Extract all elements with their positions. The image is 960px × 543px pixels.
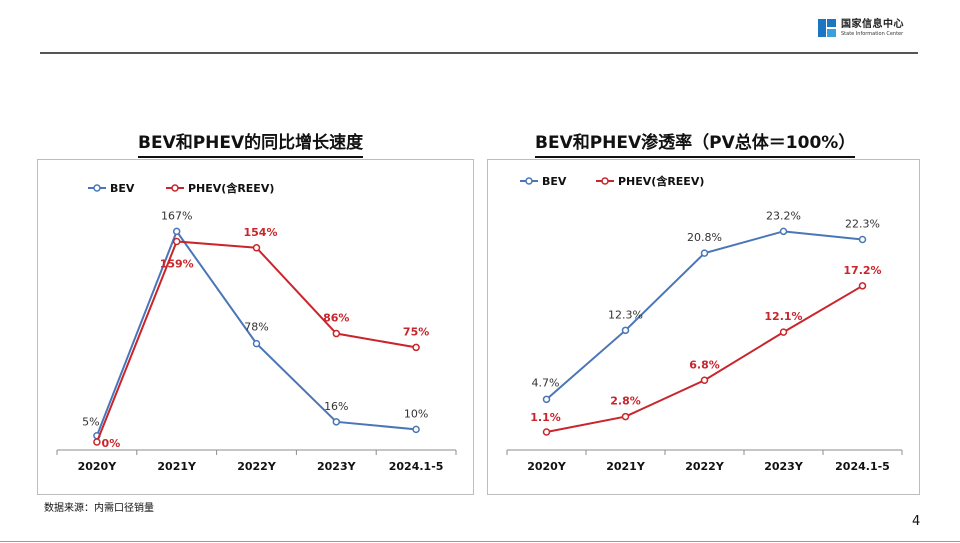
legend-label: BEV xyxy=(542,175,567,188)
logo-english-name: State Information Center xyxy=(841,30,904,37)
data-label: 23.2% xyxy=(766,209,801,222)
data-point xyxy=(542,428,551,436)
data-point xyxy=(332,418,341,426)
data-point xyxy=(412,343,420,352)
data-point xyxy=(779,328,788,336)
legend-label: PHEV(含REEV) xyxy=(618,174,704,188)
data-label: 2.8% xyxy=(610,395,641,408)
x-tick-label: 2023Y xyxy=(764,460,804,473)
x-tick-label: 2020Y xyxy=(78,460,118,473)
growth-chart-title: BEV和PHEV的同比增长速度 xyxy=(138,128,364,158)
data-label: 20.8% xyxy=(687,231,722,244)
data-label: 86% xyxy=(323,312,349,325)
data-label: 12.3% xyxy=(608,308,643,321)
data-point xyxy=(700,376,709,385)
data-point xyxy=(332,329,341,338)
data-label: 4.7% xyxy=(532,376,560,389)
state-information-center-logo: 国家信息中心 State Information Center xyxy=(818,19,904,37)
x-tick-label: 2021Y xyxy=(157,460,197,473)
x-tick-label: 2024.1-5 xyxy=(389,460,444,473)
x-tick-label: 2021Y xyxy=(606,460,646,473)
data-source-note: 数据来源：内需口径销量 xyxy=(44,503,154,514)
penetration-chart: 2020Y 2021Y 2022Y 2023Y 2024.1-5 4.7% 12.3% 20.… xyxy=(506,174,903,473)
footer-divider xyxy=(0,541,960,542)
data-label: 6.8% xyxy=(689,358,720,371)
x-tick-label: 2023Y xyxy=(317,460,357,473)
data-point xyxy=(412,425,420,434)
legend-marker xyxy=(601,177,609,185)
data-label: 16% xyxy=(324,400,348,413)
header-divider xyxy=(40,52,918,54)
penetration-chart-title: BEV和PHEV渗透率（PV总体＝100%） xyxy=(535,128,856,158)
data-point xyxy=(252,339,261,348)
x-tick-label: 2022Y xyxy=(237,460,277,473)
data-label: 154% xyxy=(244,226,278,239)
logo-icon xyxy=(818,19,836,37)
x-tick-label: 2020Y xyxy=(527,460,567,473)
data-point xyxy=(172,227,181,236)
data-label: 167% xyxy=(161,209,192,222)
growth-chart: 2020Y 2021Y 2022Y 2023Y 2024.1-5 5% 167% 78% 16%… xyxy=(56,181,457,473)
page-number: 4 xyxy=(912,514,921,529)
x-tick-label: 2024.1-5 xyxy=(835,460,890,473)
legend-marker xyxy=(171,184,179,192)
data-point xyxy=(172,237,181,246)
legend-marker xyxy=(93,184,101,192)
data-point xyxy=(621,412,630,421)
data-point xyxy=(542,395,551,404)
data-label: 159% xyxy=(160,257,194,270)
data-point xyxy=(252,244,261,252)
data-label: 17.2% xyxy=(843,264,881,277)
data-label: 5% xyxy=(82,416,99,429)
legend-label: PHEV(含REEV) xyxy=(188,181,274,195)
data-point xyxy=(858,282,867,290)
data-point xyxy=(779,227,788,236)
data-label: 78% xyxy=(244,321,268,334)
data-point xyxy=(93,438,101,446)
data-label: 1.1% xyxy=(530,411,561,424)
logo-chinese-name: 国家信息中心 xyxy=(841,18,904,30)
data-point xyxy=(621,326,630,335)
data-label: 0% xyxy=(102,437,121,450)
x-tick-label: 2022Y xyxy=(685,460,725,473)
data-label: 10% xyxy=(404,407,428,420)
penetration-chart-panel: 2020Y 2021Y 2022Y 2023Y 2024.1-5 4.7% 12.3% 20.… xyxy=(487,159,920,495)
data-label: 12.1% xyxy=(764,310,802,323)
legend-label: BEV xyxy=(110,182,135,195)
legend-marker xyxy=(525,177,533,185)
data-label: 75% xyxy=(403,325,429,338)
data-point xyxy=(858,235,867,244)
data-label: 22.3% xyxy=(845,218,880,231)
growth-chart-panel: 2020Y 2021Y 2022Y 2023Y 2024.1-5 5% 167% 78% 16%… xyxy=(37,159,474,495)
data-point xyxy=(700,249,709,257)
